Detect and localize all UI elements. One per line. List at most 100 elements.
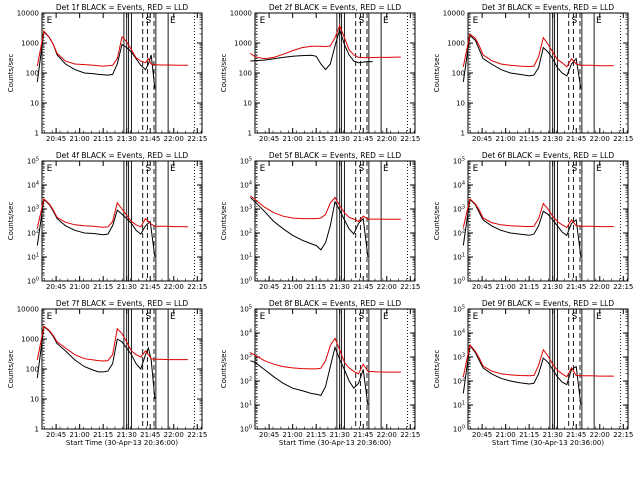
x-tick-label: 22:00 [164,431,184,439]
interval-flag: E [47,312,53,322]
x-tick-label: 21:00 [283,431,303,439]
y-tick-label: 105 [27,157,39,166]
x-tick-label: 22:15 [613,431,633,439]
x-tick-label: 22:15 [187,283,207,291]
y-axis-label: Counts/sec [433,202,441,241]
chart-panel-9: Det 9f BLACK = Events, RED = LLD Counts/s… [433,299,633,447]
x-tick-label: 21:45 [140,283,160,291]
events-series-line [249,197,369,258]
lld-series-line [462,33,614,68]
interval-flag: E [473,164,479,174]
x-tick-label: 22:00 [164,283,184,291]
y-tick-label: 100 [240,425,252,434]
x-axis-label: Start Time (30-Apr-13 20:36:00) [492,439,604,447]
interval-flag: E [260,16,266,26]
x-tick-label: 20:45 [472,431,492,439]
plot-frame [467,308,629,430]
chart-title: Det 6f BLACK = Events, RED = LLD [482,151,615,160]
x-tick-label: 20:45 [46,135,66,143]
x-tick-label: 21:00 [70,135,90,143]
x-tick-label: 20:45 [46,431,66,439]
interval-flag: E [47,16,53,26]
x-tick-label: 22:00 [590,283,610,291]
x-tick-label: 21:15 [519,283,539,291]
interval-flag: E [260,312,266,322]
y-tick-label: 10000 [443,10,465,18]
lld-series-line [36,29,188,67]
interval-flag: S [145,16,151,26]
x-tick-label: 22:15 [613,283,633,291]
interval-flag: S [358,312,364,322]
x-tick-label: 21:45 [566,135,586,143]
x-tick-label: 22:15 [400,135,420,143]
interval-flag: E [596,164,602,174]
y-tick-label: 1000 [234,40,252,48]
x-tick-label: 21:30 [330,135,350,143]
interval-flag: E [170,312,176,322]
x-tick-label: 22:00 [590,431,610,439]
plot-frame [254,308,416,430]
x-tick-label: 20:45 [259,431,279,439]
x-tick-label: 21:00 [283,283,303,291]
plot-frame [41,160,203,282]
y-tick-label: 103 [453,205,465,214]
chart-title: Det 4f BLACK = Events, RED = LLD [56,151,189,160]
y-tick-label: 10000 [17,306,39,314]
events-series-line [462,34,582,89]
interval-flag: E [473,16,479,26]
events-series-line [36,198,156,258]
y-tick-label: 101 [453,253,465,262]
y-tick-label: 104 [453,181,465,190]
y-tick-label: 103 [453,353,465,362]
interval-flag: E [383,164,389,174]
y-tick-label: 100 [26,366,39,374]
x-tick-label: 21:15 [519,135,539,143]
x-tick-label: 22:00 [377,431,397,439]
y-tick-label: 10000 [17,10,39,18]
x-tick-label: 22:00 [377,135,397,143]
x-tick-label: 21:45 [566,283,586,291]
events-series-line [36,30,156,89]
events-series-line [250,345,369,406]
lld-series-line [36,325,188,362]
y-axis-label: Counts/sec [433,54,441,93]
x-tick-label: 21:15 [93,431,113,439]
x-tick-label: 21:30 [117,431,137,439]
lld-series-line [462,343,614,378]
plot-frame [467,12,629,134]
x-tick-label: 21:00 [283,135,303,143]
y-tick-label: 1 [461,130,465,138]
x-tick-label: 21:45 [353,135,373,143]
y-tick-label: 102 [453,377,465,386]
chart-panel-5: Det 5f BLACK = Events, RED = LLD Counts/s… [220,151,420,291]
lld-series-line [250,24,401,60]
y-tick-label: 105 [240,157,252,166]
interval-flag: S [145,312,151,322]
x-tick-label: 21:15 [306,431,326,439]
events-series-line [250,27,373,71]
x-tick-label: 22:00 [377,283,397,291]
events-series-line [462,198,582,258]
x-tick-label: 21:00 [496,283,516,291]
y-tick-label: 10 [456,100,465,108]
chart-title: Det 2f BLACK = Events, RED = LLD [269,3,402,12]
x-tick-label: 20:45 [472,135,492,143]
y-tick-label: 100 [26,70,39,78]
y-tick-label: 102 [27,229,39,238]
y-axis-label: Counts/sec [220,54,228,93]
interval-flag: E [383,312,389,322]
x-tick-label: 21:00 [70,431,90,439]
y-tick-label: 101 [240,253,252,262]
interval-flag: E [170,164,176,174]
x-tick-label: 21:30 [117,135,137,143]
y-tick-label: 100 [27,277,39,286]
y-tick-label: 102 [240,229,252,238]
x-tick-label: 22:15 [400,431,420,439]
x-tick-label: 22:15 [187,431,207,439]
y-axis-label: Counts/sec [7,202,15,241]
y-tick-label: 104 [27,181,39,190]
x-axis-label: Start Time (30-Apr-13 20:36:00) [279,439,391,447]
interval-flag: E [170,16,176,26]
y-tick-label: 100 [453,425,465,434]
